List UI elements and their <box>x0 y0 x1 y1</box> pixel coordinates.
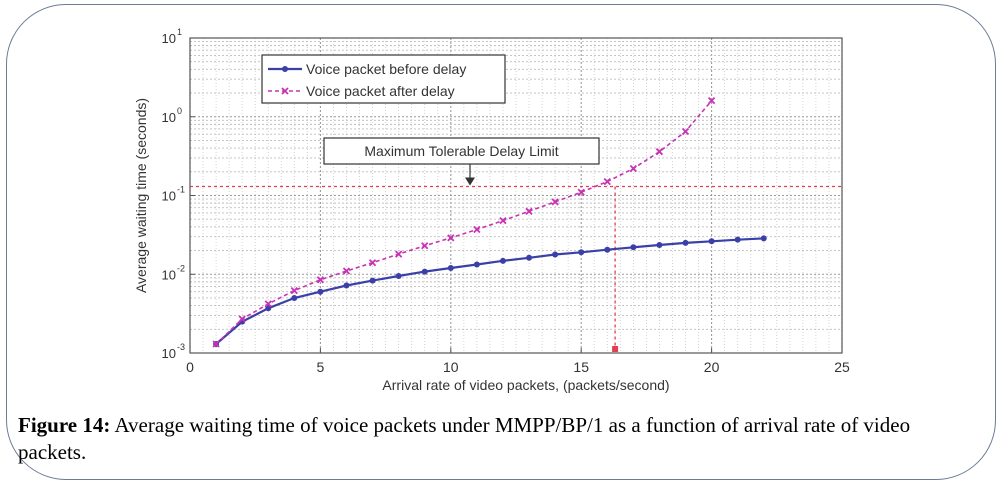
y-tick-label: 10 <box>162 110 176 125</box>
data-point <box>525 207 533 215</box>
y-tick-label: 10 <box>162 346 176 361</box>
y-tick-exponent: 0 <box>177 106 182 116</box>
data-point <box>552 251 559 258</box>
data-point <box>317 288 324 295</box>
y-axis-label: Average waiting time (seconds) <box>133 98 149 293</box>
series-1 <box>213 235 767 348</box>
x-tick-label: 25 <box>834 359 850 375</box>
data-point <box>655 148 664 156</box>
annotation-box <box>323 137 600 165</box>
data-point <box>577 188 585 196</box>
data-point <box>603 177 611 186</box>
data-point <box>630 244 637 251</box>
caption-text: Average waiting time of voice packets un… <box>18 413 911 464</box>
data-point <box>551 198 559 206</box>
data-point <box>238 315 246 323</box>
data-point <box>212 340 220 348</box>
data-point <box>316 276 325 284</box>
y-tick-exponent: 1 <box>177 27 182 37</box>
data-point <box>656 242 663 249</box>
data-point <box>421 268 428 275</box>
data-point <box>707 97 716 105</box>
x-tick-label: 20 <box>704 359 720 375</box>
data-point <box>734 236 741 243</box>
data-point <box>342 267 351 275</box>
data-point <box>499 257 506 264</box>
x-tick-label: 10 <box>443 359 459 375</box>
figure-caption: Figure 14: Average waiting time of voice… <box>18 412 978 466</box>
data-point <box>447 234 455 242</box>
data-point <box>526 254 533 261</box>
y-tick-exponent: -3 <box>177 342 185 352</box>
x-axis-label: Arrival rate of video packets, (packets/… <box>382 377 669 393</box>
x-tick-label: 5 <box>317 359 325 375</box>
data-point <box>447 265 454 272</box>
y-tick-label: 10 <box>162 267 176 282</box>
data-point <box>395 250 403 258</box>
data-point <box>368 259 377 267</box>
data-point <box>578 249 585 256</box>
data-point <box>629 164 637 173</box>
series-2 <box>212 97 716 348</box>
legend <box>261 54 506 104</box>
legend-marker <box>282 66 288 72</box>
data-point <box>760 235 767 242</box>
y-tick-exponent: -2 <box>177 263 185 273</box>
y-tick-exponent: -1 <box>177 185 185 195</box>
caption-label: Figure 14: <box>18 413 111 437</box>
data-point <box>395 273 402 280</box>
legend-marker <box>281 87 289 95</box>
x-tick-label: 15 <box>573 359 589 375</box>
data-point <box>265 305 272 312</box>
annotation-arrowhead <box>465 177 475 186</box>
data-point <box>291 294 298 301</box>
data-point <box>499 216 507 225</box>
data-point <box>604 246 611 253</box>
legend-label: Voice packet before delay <box>306 61 466 77</box>
y-tick-label: 10 <box>162 189 176 204</box>
data-point <box>264 300 272 308</box>
data-point <box>708 238 715 245</box>
data-point <box>681 127 690 136</box>
x-tick-label: 0 <box>186 359 194 375</box>
legend-label: Voice packet after delay <box>306 83 455 99</box>
data-point <box>473 261 480 268</box>
data-point <box>682 239 689 246</box>
data-point <box>421 242 429 250</box>
delay-limit-marker <box>612 346 619 352</box>
figure-frame <box>6 4 996 480</box>
data-point <box>343 282 350 289</box>
y-tick-label: 10 <box>162 31 176 46</box>
data-point <box>369 277 376 284</box>
data-point <box>473 225 481 234</box>
series-line <box>215 237 764 345</box>
data-point <box>290 286 298 295</box>
series-line <box>215 100 713 345</box>
annotation-text: Maximum Tolerable Delay Limit <box>364 143 558 159</box>
